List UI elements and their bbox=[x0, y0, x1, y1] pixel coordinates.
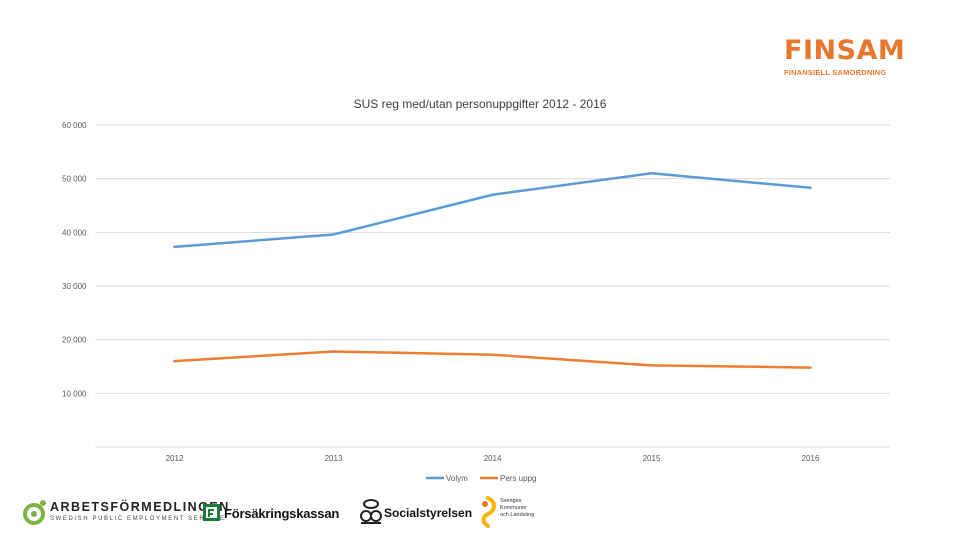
line-chart: SUS reg med/utan personuppgifter 2012 - … bbox=[62, 97, 890, 483]
finsam-logo-subtitle: FINANSIELL SAMORDNING bbox=[784, 68, 887, 77]
y-tick-label: 60 000 bbox=[62, 121, 87, 130]
arbetsformedlingen-logo: ARBETSFÖRMEDLINGEN SWEDISH PUBLIC EMPLOY… bbox=[20, 494, 228, 530]
skl-line-3: och Landsting bbox=[500, 512, 535, 518]
series-line-0 bbox=[173, 172, 812, 249]
chart-gridlines bbox=[95, 124, 890, 448]
y-tick-label: 20 000 bbox=[62, 336, 87, 345]
arbetsformedlingen-subtitle: SWEDISH PUBLIC EMPLOYMENT SERVICE bbox=[50, 516, 226, 522]
skl-emblem-icon bbox=[481, 496, 496, 528]
y-tick-label: 30 000 bbox=[62, 282, 87, 291]
data-point bbox=[650, 172, 653, 175]
x-tick-label: 2015 bbox=[643, 454, 661, 463]
arbetsformedlingen-name: ARBETSFÖRMEDLINGEN bbox=[50, 500, 230, 514]
legend-label: Pers uppg bbox=[500, 474, 536, 483]
legend-label: Volym bbox=[446, 474, 468, 483]
data-point bbox=[332, 350, 335, 353]
chart-title: SUS reg med/utan personuppgifter 2012 - … bbox=[354, 97, 607, 111]
y-tick-label: 50 000 bbox=[62, 175, 87, 184]
skl-logo: Sveriges Kommuner och Landsting bbox=[478, 494, 568, 530]
x-tick-label: 2014 bbox=[484, 454, 502, 463]
y-axis: 10 000 20 000 30 000 40 000 50 000 60 000 bbox=[62, 121, 87, 398]
data-point bbox=[650, 364, 653, 367]
x-tick-label: 2012 bbox=[166, 454, 184, 463]
data-point bbox=[173, 359, 176, 363]
socialstyrelsen-logo: Socialstyrelsen bbox=[358, 494, 478, 530]
forsakringskassan-logo: Försäkringskassan bbox=[202, 494, 352, 530]
chart-legend: Volym Pers uppg bbox=[426, 474, 536, 483]
partner-logos: ARBETSFÖRMEDLINGEN SWEDISH PUBLIC EMPLOY… bbox=[20, 494, 560, 530]
socialstyrelsen-name: Socialstyrelsen bbox=[384, 506, 473, 520]
data-point bbox=[332, 233, 335, 236]
y-tick-label: 40 000 bbox=[62, 228, 87, 237]
forsakringskassan-name: Försäkringskassan bbox=[224, 506, 340, 521]
x-tick-label: 2016 bbox=[802, 454, 820, 463]
arbetsformedlingen-emblem-icon bbox=[23, 500, 46, 525]
data-point bbox=[491, 353, 494, 356]
x-axis: 2012 2013 2014 2015 2016 bbox=[166, 454, 820, 463]
socialstyrelsen-emblem-icon bbox=[360, 499, 382, 524]
finsam-logo: FINSAM FINANSIELL SAMORDNING bbox=[784, 35, 908, 78]
data-point bbox=[173, 245, 176, 249]
finsam-logo-name: FINSAM bbox=[784, 35, 906, 66]
skl-line-2: Kommuner bbox=[500, 505, 527, 511]
data-point bbox=[809, 366, 812, 369]
skl-line-1: Sveriges bbox=[500, 498, 522, 504]
forsakringskassan-emblem-icon bbox=[203, 504, 220, 521]
chart-series bbox=[173, 172, 812, 369]
x-tick-label: 2013 bbox=[325, 454, 343, 463]
data-point bbox=[809, 186, 812, 189]
y-tick-label: 10 000 bbox=[62, 389, 87, 398]
data-point bbox=[491, 193, 494, 196]
